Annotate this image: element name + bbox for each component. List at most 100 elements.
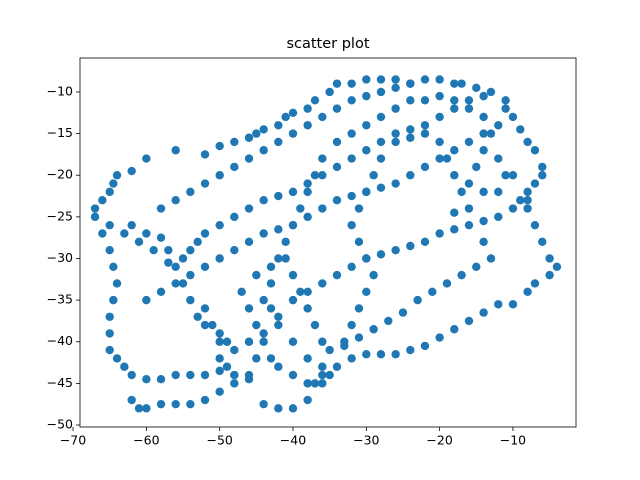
point: [420, 121, 430, 130]
point: [369, 171, 378, 180]
point: [222, 337, 232, 346]
point: [354, 204, 364, 213]
point: [318, 337, 327, 346]
point: [406, 125, 415, 134]
point: [98, 196, 107, 205]
point: [523, 187, 532, 197]
point: [230, 345, 239, 355]
point: [318, 171, 327, 180]
point: [479, 308, 488, 317]
point: [406, 241, 415, 251]
y-tick-label: −30: [47, 250, 73, 265]
point: [318, 379, 327, 388]
point: [354, 237, 364, 247]
point: [274, 312, 283, 321]
point: [479, 91, 488, 101]
point: [142, 229, 151, 238]
point: [376, 137, 386, 147]
point: [450, 225, 459, 234]
point: [281, 237, 290, 247]
point: [105, 329, 114, 338]
point: [347, 79, 356, 88]
point: [105, 220, 114, 230]
point: [538, 162, 547, 172]
point: [310, 320, 320, 330]
point: [325, 345, 334, 355]
point: [545, 270, 554, 280]
point: [127, 395, 136, 405]
point: [259, 399, 268, 409]
point: [252, 270, 261, 280]
point: [391, 350, 400, 359]
point: [332, 196, 342, 205]
point: [523, 196, 532, 205]
point: [200, 179, 210, 188]
point: [288, 108, 298, 117]
point: [420, 162, 430, 172]
point: [354, 304, 364, 313]
point: [464, 316, 474, 326]
point: [398, 308, 408, 317]
point: [303, 395, 312, 405]
point: [186, 295, 195, 305]
point: [156, 287, 166, 296]
point: [120, 362, 129, 371]
point: [420, 75, 430, 84]
point: [230, 162, 239, 172]
point: [376, 75, 386, 84]
point: [435, 229, 444, 238]
point: [406, 96, 415, 105]
point: [296, 287, 305, 296]
point: [90, 212, 100, 222]
point: [310, 96, 320, 105]
point: [450, 208, 459, 217]
point: [450, 146, 459, 155]
point: [530, 179, 540, 188]
point: [200, 229, 210, 238]
point: [354, 333, 364, 342]
point: [186, 270, 195, 280]
point: [288, 337, 298, 346]
point: [215, 254, 224, 263]
point: [303, 104, 312, 113]
point: [391, 179, 400, 188]
point: [464, 204, 474, 213]
point: [303, 287, 312, 296]
point: [288, 220, 298, 230]
point: [164, 245, 173, 255]
point: [428, 287, 437, 296]
point: [274, 320, 283, 330]
point: [296, 204, 305, 213]
point: [127, 166, 136, 176]
point: [193, 237, 202, 247]
point: [109, 262, 118, 272]
point: [362, 146, 371, 155]
point: [215, 220, 224, 230]
point: [318, 362, 327, 371]
point: [171, 399, 180, 409]
point: [215, 366, 224, 376]
point: [435, 112, 444, 122]
point: [362, 350, 371, 359]
point: [230, 212, 239, 222]
point: [530, 220, 540, 230]
point: [450, 171, 459, 180]
point: [156, 399, 166, 409]
point: [178, 279, 188, 288]
point: [244, 304, 254, 313]
point: [303, 212, 312, 222]
point: [376, 87, 386, 97]
point: [318, 204, 327, 213]
point: [457, 270, 466, 280]
point: [266, 262, 276, 272]
point: [288, 187, 298, 197]
point: [406, 345, 415, 355]
y-tick-label: −45: [47, 375, 73, 390]
point: [413, 295, 422, 305]
point: [530, 279, 540, 288]
point: [391, 245, 400, 255]
point: [215, 354, 224, 363]
point: [479, 129, 488, 138]
point: [120, 229, 129, 238]
